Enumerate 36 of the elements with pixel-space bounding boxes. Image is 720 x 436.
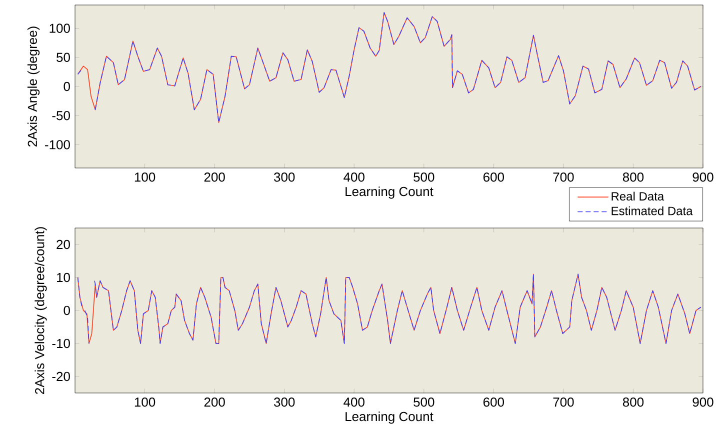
y-tick-label: 100: [50, 24, 70, 33]
x-tick-label: 900: [692, 398, 714, 407]
x-tick-label: 100: [134, 172, 156, 182]
x-axis-title: Learning Count: [346, 412, 434, 424]
y-tick-label: -20: [52, 372, 70, 382]
x-axis-title: Learning Count: [346, 186, 434, 199]
x-tick-label: 300: [274, 172, 295, 182]
x-tick-label: 200: [204, 172, 225, 182]
legend-label: Estimated Data: [612, 206, 693, 216]
x-tick-label: 800: [622, 172, 644, 182]
x-tick-label: 900: [692, 172, 714, 182]
y-tick-label: -10: [52, 338, 70, 348]
y-tick-label: -50: [52, 110, 70, 120]
line-series: [77, 12, 702, 123]
x-tick-label: 300: [274, 398, 295, 407]
legend-label: Real Data: [612, 192, 664, 201]
y-tick-label: 0: [64, 306, 70, 316]
x-tick-label: 500: [414, 398, 434, 407]
y-tick-label: -100: [45, 140, 70, 150]
x-tick-label: 600: [483, 398, 504, 407]
y-tick-label: 50: [56, 52, 70, 62]
line-series: [77, 274, 702, 344]
x-tick-label: 100: [134, 398, 156, 407]
y-tick-label: 10: [57, 272, 70, 282]
y-tick-label: 0: [64, 82, 70, 92]
x-tick-label: 800: [622, 398, 644, 407]
x-tick-label: 600: [483, 172, 504, 182]
x-tick-label: 500: [414, 172, 434, 182]
x-tick-label: 400: [344, 398, 364, 407]
y-axis-title: 2Axis Angle (degree): [27, 26, 40, 147]
x-tick-label: 700: [553, 172, 574, 182]
x-tick-label: 700: [553, 398, 574, 407]
x-tick-label: 400: [344, 172, 364, 182]
x-tick-label: 200: [204, 398, 225, 407]
y-axis-title: 2Axis Velocity (degree/count): [34, 227, 47, 394]
y-tick-label: 20: [56, 240, 70, 250]
